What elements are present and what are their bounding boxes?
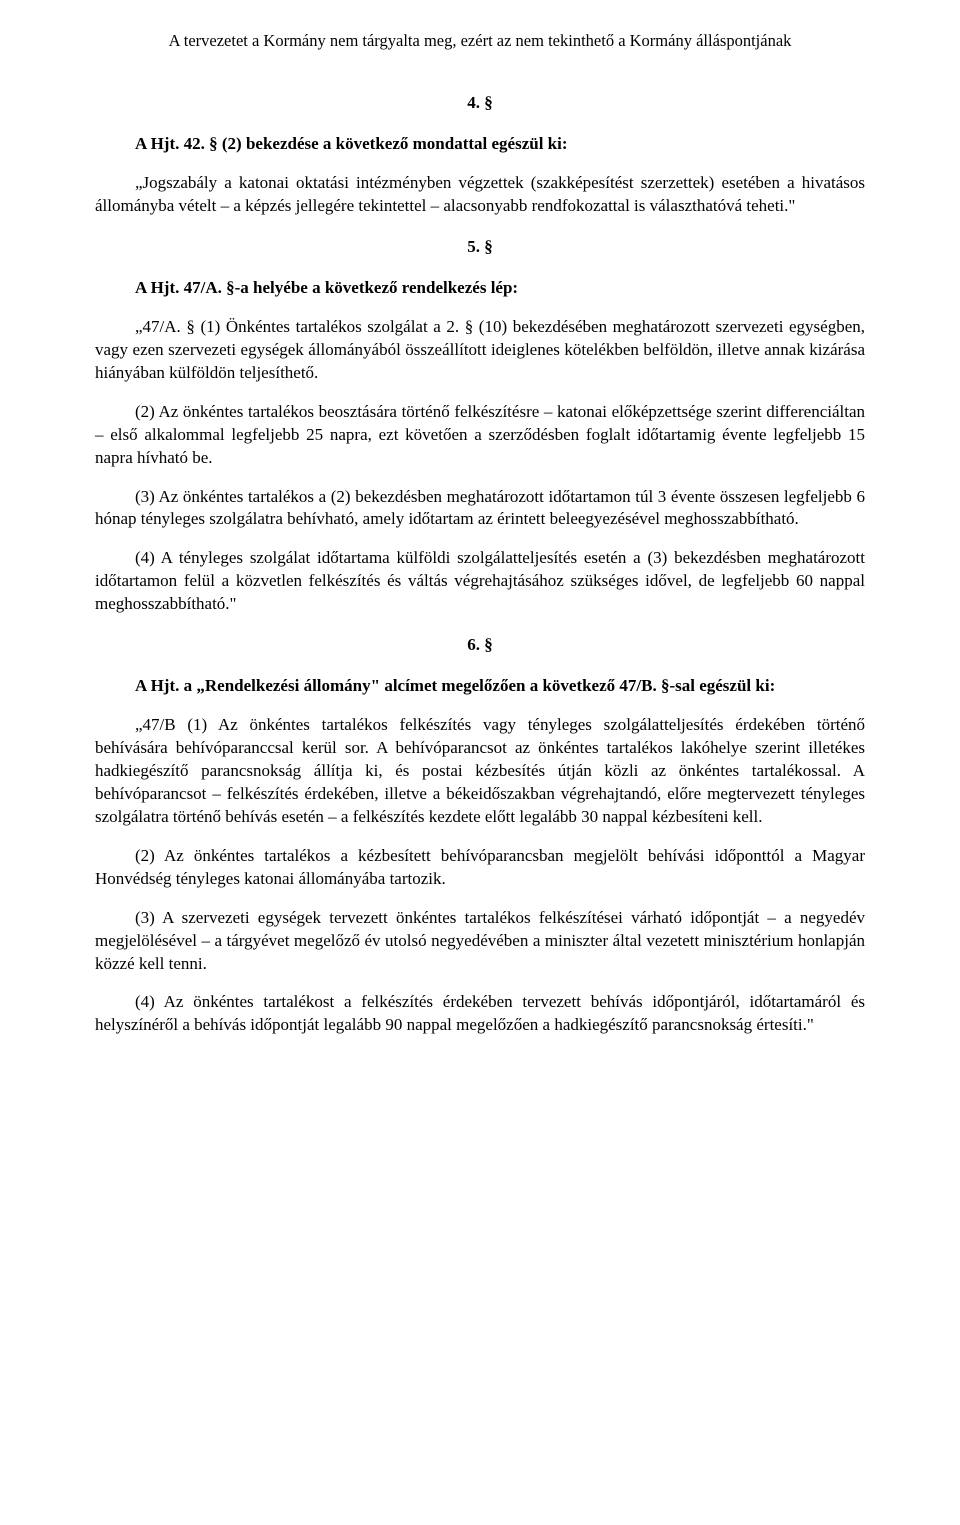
section-4-paragraph-1: „Jogszabály a katonai oktatási intézmény… [95, 172, 865, 218]
page-header: A tervezetet a Kormány nem tárgyalta meg… [95, 30, 865, 52]
section-5-paragraph-2: (2) Az önkéntes tartalékos beosztására t… [95, 401, 865, 470]
section-6-paragraph-2: (2) Az önkéntes tartalékos a kézbesített… [95, 845, 865, 891]
section-5-paragraph-1: „47/A. § (1) Önkéntes tartalékos szolgál… [95, 316, 865, 385]
section-4-heading: A Hjt. 42. § (2) bekezdése a következő m… [95, 133, 865, 156]
section-6-paragraph-3: (3) A szervezeti egységek tervezett önké… [95, 907, 865, 976]
section-5-heading: A Hjt. 47/A. §-a helyébe a következő ren… [95, 277, 865, 300]
section-6-paragraph-4: (4) Az önkéntes tartalékost a felkészíté… [95, 991, 865, 1037]
section-5-paragraph-3: (3) Az önkéntes tartalékos a (2) bekezdé… [95, 486, 865, 532]
section-4-number: 4. § [95, 92, 865, 115]
section-6-paragraph-1: „47/B (1) Az önkéntes tartalékos felkész… [95, 714, 865, 829]
section-6-heading: A Hjt. a „Rendelkezési állomány" alcímet… [95, 675, 865, 698]
section-6-heading-text: A Hjt. a „Rendelkezési állomány" alcímet… [135, 676, 775, 695]
section-6-number: 6. § [95, 634, 865, 657]
section-5-paragraph-4: (4) A tényleges szolgálat időtartama kül… [95, 547, 865, 616]
section-5-number: 5. § [95, 236, 865, 259]
